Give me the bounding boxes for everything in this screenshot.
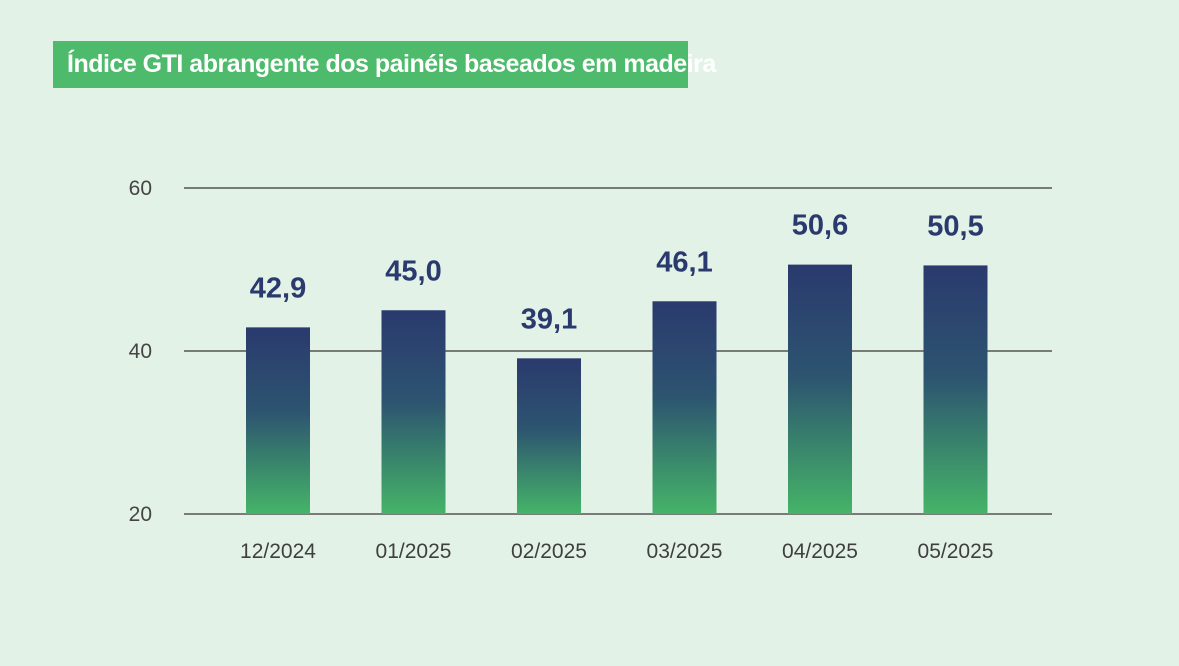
y-tick-label: 60 — [129, 177, 152, 200]
chart-title: Índice GTI abrangente dos painéis basead… — [53, 41, 716, 88]
y-axis-ticks: 20 40 60 — [129, 177, 152, 526]
bar-03/2025 — [652, 301, 717, 514]
data-label: 50,6 — [792, 210, 848, 242]
gridlines — [184, 187, 1052, 515]
value-labels: 42,9 45,0 39,1 46,1 50,6 50,5 — [250, 210, 984, 336]
bars — [246, 264, 988, 514]
x-tick-label: 12/2024 — [240, 540, 316, 563]
data-label: 39,1 — [521, 303, 577, 335]
bar-01/2025 — [381, 310, 446, 514]
x-tick-label: 04/2025 — [782, 540, 858, 563]
bar-12/2024 — [246, 327, 310, 514]
x-tick-label: 02/2025 — [511, 540, 587, 563]
y-tick-label: 20 — [129, 503, 152, 526]
x-tick-label: 01/2025 — [376, 540, 452, 563]
data-label: 42,9 — [250, 272, 306, 304]
x-axis-ticks: 12/2024 01/2025 02/2025 03/2025 04/2025 05/20… — [240, 540, 993, 563]
y-tick-label: 40 — [129, 340, 152, 363]
bar-02/2025 — [517, 358, 581, 514]
data-label: 45,0 — [385, 255, 441, 287]
data-label: 50,5 — [927, 210, 983, 242]
data-label: 46,1 — [656, 246, 712, 278]
x-tick-label: 03/2025 — [647, 540, 723, 563]
bar-05/2025 — [923, 265, 988, 514]
x-tick-label: 05/2025 — [918, 540, 994, 563]
bar-04/2025 — [788, 264, 852, 514]
